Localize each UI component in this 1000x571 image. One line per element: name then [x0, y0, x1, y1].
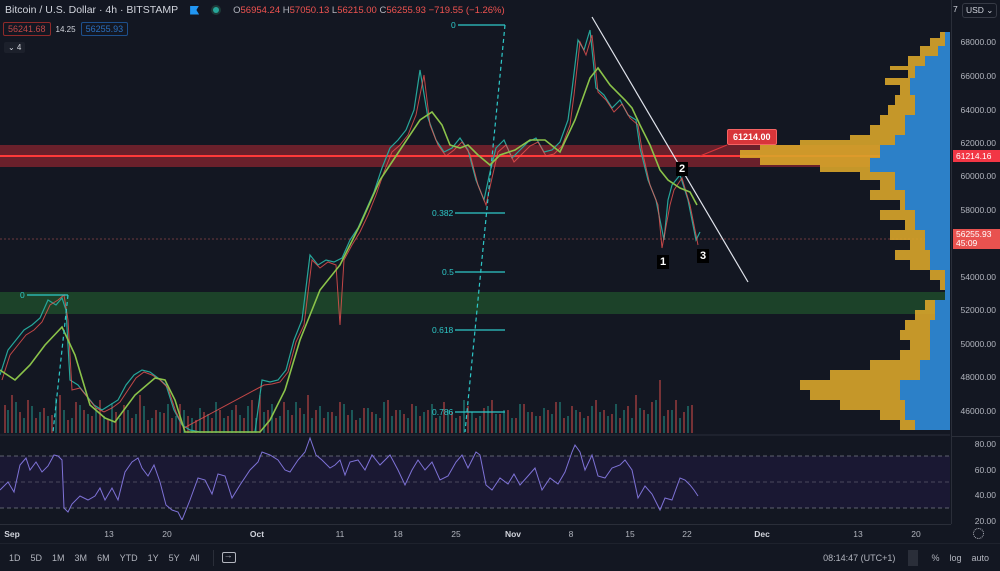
symbol-legend[interactable]: Bitcoin / U.S. Dollar · 4h · BITSTAMP O5…	[5, 4, 505, 16]
time-axis[interactable]: Sep 13 20 Oct 11 18 25 Nov 8 15 22 Dec 1…	[0, 524, 951, 542]
time-tick: 20	[911, 529, 921, 539]
price-tick: 50000.00	[960, 339, 996, 349]
price-tick: 68000.00	[960, 37, 996, 47]
time-tick: Oct	[249, 529, 265, 539]
buy-button[interactable]: 56255.93	[80, 22, 129, 36]
fib-label-0-left: 0	[20, 290, 25, 300]
wave-label-2[interactable]: 2	[676, 162, 689, 176]
clock-timezone[interactable]: 08:14:47 (UTC+1)	[823, 553, 896, 563]
time-tick: Nov	[504, 529, 522, 539]
rsi-tick: 60.00	[974, 465, 996, 475]
price-tick: 66000.00	[960, 71, 996, 81]
indicators-toggle-button[interactable]: ⌄ 4	[4, 42, 26, 53]
currency-dropdown[interactable]: USD ⌄	[962, 3, 998, 18]
wave-label-3[interactable]: 3	[697, 249, 710, 263]
range-1d-button[interactable]: 1D	[9, 552, 21, 563]
divider	[212, 549, 214, 566]
rsi-indicator-pane	[0, 436, 950, 520]
time-tick: 25	[451, 529, 461, 539]
price-tick: 62000.00	[960, 138, 996, 148]
support-zone	[0, 292, 950, 314]
wave-label-1[interactable]: 1	[657, 255, 670, 269]
time-tick: 18	[393, 529, 403, 539]
time-tick: 13	[104, 529, 114, 539]
price-tick: 48000.00	[960, 372, 996, 382]
fib-label-0618: 0.618	[432, 325, 454, 335]
resistance-price-label[interactable]: 61214.00	[727, 129, 777, 145]
fib-label-0786: 0.786	[432, 407, 454, 417]
chart-settings-gear-icon[interactable]	[973, 528, 984, 539]
time-tick: 20	[162, 529, 172, 539]
price-tick: 64000.00	[960, 105, 996, 115]
range-all-button[interactable]: All	[189, 552, 200, 563]
price-chart-canvas[interactable]	[0, 0, 950, 520]
resistance-price-tag: 61214.16	[953, 150, 1000, 162]
sell-button[interactable]: 56241.68	[3, 22, 51, 36]
rsi-tick: 40.00	[974, 490, 996, 500]
price-axis[interactable]: 68000.00 66000.00 64000.00 62000.00 6000…	[951, 0, 1000, 520]
rsi-tick: 80.00	[974, 439, 996, 449]
last-price-tag: 56255.93 45:09	[953, 229, 1000, 249]
axis-marker: 7	[953, 4, 958, 14]
range-3m-button[interactable]: 3M	[74, 552, 88, 563]
range-1y-button[interactable]: 1Y	[147, 552, 159, 563]
buy-sell-panel: 56241.68 14.25 56255.93	[3, 22, 129, 36]
price-tick: 46000.00	[960, 406, 996, 416]
bottom-toolbar: 1D 5D 1M 3M 6M YTD 1Y 5Y All 08:14:47 (U…	[0, 543, 1000, 571]
volume-bars	[4, 380, 693, 433]
scale-controls: 08:14:47 (UTC+1) % log auto	[818, 544, 994, 571]
log-scale-toggle[interactable]: log	[949, 553, 962, 563]
fib-label-05: 0.5	[442, 267, 454, 277]
fib-label-0: 0	[451, 20, 456, 30]
ohlc-values: O56954.24 H57050.13 L56215.00 C56255.93 …	[233, 4, 505, 16]
range-1m-button[interactable]: 1M	[52, 552, 65, 563]
downtrend-line	[591, 16, 749, 283]
price-tick: 52000.00	[960, 305, 996, 315]
percent-scale-toggle[interactable]: %	[931, 553, 940, 563]
candlesticks	[0, 29, 701, 433]
price-tick: 58000.00	[960, 205, 996, 215]
time-tick: 11	[335, 529, 345, 539]
range-ytd-button[interactable]: YTD	[119, 552, 138, 563]
auto-scale-toggle[interactable]: auto	[971, 553, 989, 563]
range-6m-button[interactable]: 6M	[97, 552, 110, 563]
fib-retracement	[27, 24, 506, 433]
market-status-icon[interactable]	[213, 7, 220, 13]
time-tick: 15	[625, 529, 635, 539]
go-to-date-icon[interactable]	[221, 550, 236, 563]
bar-countdown: 45:09	[956, 238, 978, 248]
rsi-axis[interactable]: 80.00 60.00 40.00 20.00	[951, 436, 1000, 526]
time-tick: 13	[853, 529, 863, 539]
time-tick: 22	[682, 529, 692, 539]
fib-label-0382: 0.382	[432, 208, 454, 218]
rsi-line	[0, 436, 699, 520]
time-tick: Dec	[754, 529, 770, 539]
divider	[908, 550, 919, 566]
rsi-tick: 20.00	[974, 516, 996, 526]
range-5d-button[interactable]: 5D	[30, 552, 43, 563]
symbol-title[interactable]: Bitcoin / U.S. Dollar · 4h · BITSTAMP	[5, 4, 179, 16]
time-tick: 8	[568, 529, 574, 539]
price-tick: 60000.00	[960, 171, 996, 181]
range-5y-button[interactable]: 5Y	[168, 552, 180, 563]
time-tick: Sep	[4, 529, 20, 539]
moving-average-line	[0, 66, 698, 433]
volume-profile	[740, 32, 950, 430]
spread-value: 14.25	[55, 24, 76, 34]
flag-icon[interactable]	[190, 5, 200, 15]
price-tick: 54000.00	[960, 272, 996, 282]
